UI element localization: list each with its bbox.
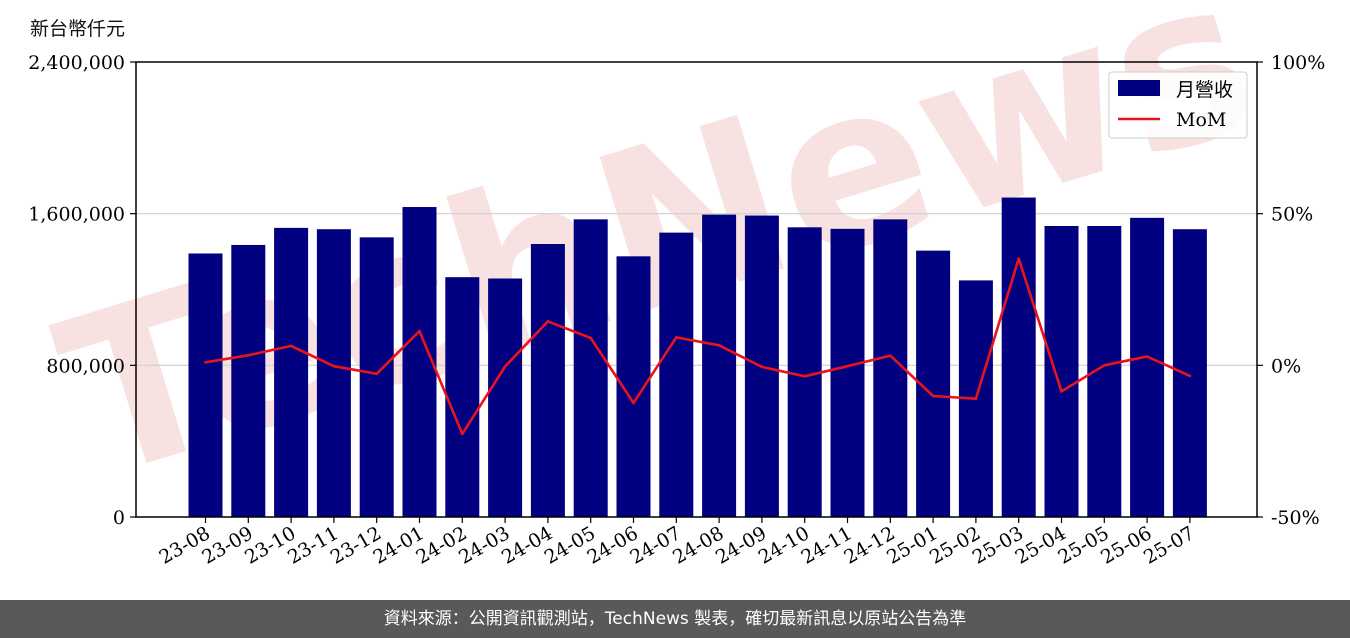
bar-23-09 (231, 244, 266, 517)
mom-point-23-11 (332, 364, 336, 368)
bar-24-11 (830, 228, 865, 518)
plot-frame (135, 61, 1258, 518)
mom-point-25-06 (1145, 355, 1149, 358)
mom-point-24-01 (418, 329, 421, 333)
mom-point-24-12 (889, 354, 892, 357)
right-y-tick-label: 50% (1271, 204, 1313, 226)
mom-point-24-07 (675, 336, 678, 339)
mom-point-23-10 (289, 344, 293, 348)
mom-point-24-03 (503, 365, 507, 368)
mom-point-25-01 (931, 394, 935, 398)
mom-point-25-04 (1060, 390, 1063, 393)
right-y-tick-label: -50% (1271, 507, 1320, 529)
mom-point-23-12 (375, 372, 379, 376)
mom-point-24-11 (846, 364, 849, 368)
y-axis-unit-label: 新台幣仟元 (30, 18, 126, 40)
bar-series (188, 197, 1207, 518)
mom-point-25-02 (974, 397, 978, 401)
mom-point-25-05 (1103, 364, 1106, 367)
bar-25-06 (1130, 217, 1165, 517)
mom-line-series (204, 257, 1192, 436)
mom-line (205, 257, 1191, 436)
bar-25-07 (1172, 229, 1207, 517)
x-tick-label: 25-07 (1140, 522, 1198, 568)
left-y-tick-label: 0 (113, 507, 125, 529)
mom-point-24-10 (803, 374, 806, 378)
bar-24-03 (488, 278, 523, 517)
left-y-tick-label: 1,600,000 (28, 204, 125, 226)
mom-point-24-06 (632, 401, 635, 405)
bar-24-08 (702, 214, 737, 518)
bar-24-01 (402, 207, 437, 517)
right-y-axis: -50% 0% 50% 100% (1257, 52, 1325, 529)
source-footer: 資料來源：公開資訊觀測站，TechNews 製表，確切最新訊息以原站公告為準 (0, 600, 1350, 638)
bar-24-10 (787, 227, 822, 518)
left-y-tick-label: 800,000 (46, 355, 125, 377)
legend-line-label: MoM (1176, 109, 1226, 131)
left-y-tick-label: 2,400,000 (28, 52, 125, 74)
mom-point-25-07 (1188, 374, 1192, 378)
mom-point-24-09 (760, 365, 764, 369)
bar-23-10 (274, 227, 309, 517)
legend-bar-swatch (1118, 80, 1160, 96)
mom-point-24-02 (461, 432, 464, 436)
mom-point-23-09 (247, 354, 250, 357)
bar-23-12 (359, 237, 394, 518)
mom-point-25-03 (1017, 257, 1020, 260)
bar-25-04 (1044, 225, 1079, 518)
legend-bar-label: 月營收 (1176, 79, 1233, 101)
bar-24-02 (445, 277, 480, 517)
mom-point-24-05 (589, 336, 592, 340)
mom-point-24-08 (717, 344, 721, 347)
left-y-axis: 0 800,000 1,600,000 2,400,000 (28, 52, 136, 529)
legend: 月營收 MoM (1108, 71, 1248, 139)
bar-25-03 (1001, 197, 1036, 518)
right-y-tick-label: 100% (1271, 52, 1325, 74)
mom-point-23-08 (204, 361, 207, 364)
bar-24-04 (530, 244, 565, 517)
bar-24-07 (659, 232, 694, 517)
right-y-tick-label: 0% (1271, 355, 1301, 377)
bar-24-05 (573, 219, 608, 517)
mom-point-24-04 (546, 320, 550, 323)
x-axis: 23-0823-0923-1023-1123-1224-0124-0224-03… (156, 517, 1198, 569)
bar-24-12 (873, 219, 908, 517)
bar-23-11 (316, 229, 351, 517)
bar-23-08 (188, 253, 223, 517)
